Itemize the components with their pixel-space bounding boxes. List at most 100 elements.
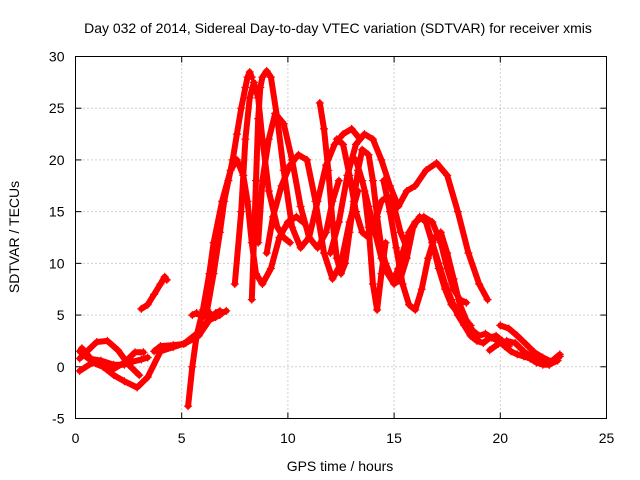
series-track-4 (77, 344, 148, 373)
data-point (364, 150, 373, 159)
data-point (506, 347, 515, 356)
data-point (169, 341, 178, 350)
data-point (422, 166, 430, 175)
data-point (460, 321, 469, 330)
data-point (188, 311, 197, 320)
data-point (464, 249, 473, 257)
data-point (379, 176, 388, 185)
series-track-18 (360, 187, 390, 314)
data-point (351, 140, 360, 149)
data-point (475, 280, 484, 288)
data-point (232, 130, 241, 139)
data-point (262, 67, 271, 75)
data-point (203, 317, 212, 326)
data-point (288, 223, 297, 232)
data-point (513, 350, 522, 359)
plot-frame (75, 56, 607, 419)
data-point (417, 285, 426, 294)
x-tick-label-4: 20 (493, 430, 509, 446)
data-point (243, 197, 252, 206)
data-point (332, 135, 341, 144)
data-point (345, 171, 354, 180)
data-point (368, 176, 377, 185)
data-point (402, 187, 411, 195)
data-point (103, 336, 112, 345)
data-point (296, 243, 305, 252)
data-point (332, 254, 341, 263)
data-point (258, 73, 267, 82)
data-point (368, 135, 377, 144)
data-point (162, 275, 171, 284)
data-point (345, 228, 354, 237)
data-point (143, 353, 152, 362)
chart-title: Day 032 of 2014, Sidereal Day-to-day VTE… (84, 20, 592, 36)
data-point (249, 78, 258, 87)
x-tick-label-1: 5 (178, 430, 186, 446)
data-point (360, 130, 369, 139)
data-point (303, 155, 311, 164)
data-point (150, 290, 159, 299)
data-point (135, 371, 144, 380)
data-point (405, 300, 413, 309)
data-point (273, 223, 282, 232)
x-axis-label: GPS time / hours (287, 458, 394, 474)
data-point (220, 197, 229, 206)
y-tick-label-6: 25 (49, 100, 65, 116)
x-tick-label-5: 25 (599, 430, 615, 446)
data-point (277, 181, 286, 190)
data-point (279, 119, 288, 128)
data-point (184, 402, 193, 411)
data-point (328, 274, 337, 283)
data-point (358, 176, 367, 185)
x-tick-label-2: 10 (280, 430, 296, 446)
data-point (120, 358, 129, 367)
data-point (156, 280, 165, 288)
data-point (432, 159, 441, 167)
data-point (409, 223, 418, 232)
y-tick-label-0: -5 (52, 411, 65, 427)
data-point (494, 340, 503, 348)
data-point (398, 280, 407, 288)
data-point (258, 176, 267, 185)
data-point (286, 238, 294, 247)
data-point (504, 324, 513, 333)
data-point (254, 114, 263, 123)
series-track-9 (203, 68, 256, 314)
data-point (326, 249, 335, 257)
data-point (266, 264, 275, 273)
data-point (553, 356, 562, 365)
series-track-12 (254, 109, 343, 252)
data-point (137, 355, 146, 364)
data-point (390, 280, 399, 288)
data-point (88, 356, 97, 365)
data-point (360, 187, 369, 195)
data-point (455, 300, 464, 309)
data-point (396, 228, 405, 237)
series-trace (263, 151, 361, 282)
data-point (485, 333, 494, 342)
data-point (453, 311, 462, 320)
y-tick-label-7: 30 (49, 49, 65, 65)
data-point (351, 207, 360, 216)
data-series (75, 67, 564, 411)
series-trace (497, 322, 563, 365)
data-point (77, 344, 86, 353)
data-point (245, 93, 254, 102)
data-point (305, 233, 314, 242)
data-point (422, 218, 430, 226)
data-point (555, 350, 564, 359)
data-point (224, 176, 233, 185)
data-point (241, 83, 250, 92)
data-point (364, 223, 373, 232)
data-point (292, 212, 301, 221)
series-trace (255, 110, 342, 251)
data-point (247, 73, 256, 82)
data-point (492, 331, 501, 340)
data-point (264, 187, 273, 195)
data-point (228, 155, 237, 164)
data-point (262, 249, 271, 257)
data-point (120, 377, 129, 386)
data-point (447, 295, 456, 304)
data-point (215, 228, 224, 237)
